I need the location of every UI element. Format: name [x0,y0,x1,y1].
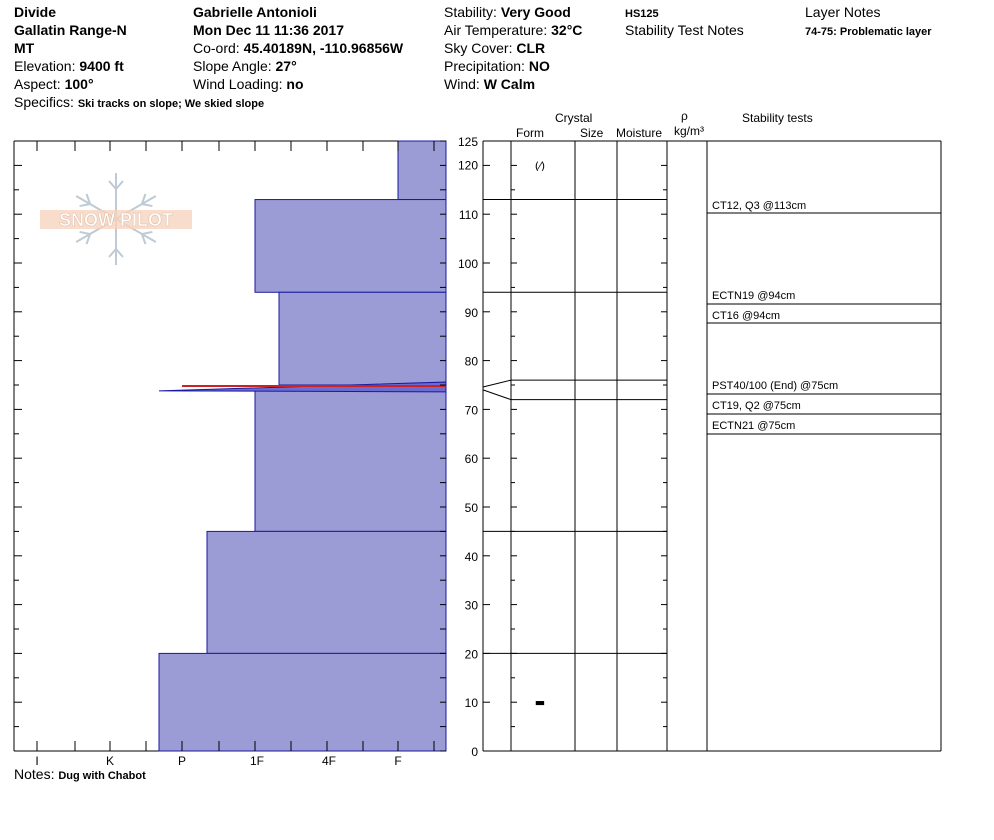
specifics: Specifics: Ski tracks on slope; We skied… [14,94,265,110]
observer-name: Gabrielle Antonioli [193,4,317,20]
depth-label: 50 [465,501,479,515]
stability-test-entry: CT12, Q3 @113cm [712,200,806,212]
depth-label: 90 [465,306,479,320]
observation-datetime: Mon Dec 11 11:36 2017 [193,22,344,38]
stability-test-entry: CT19, Q2 @75cm [712,400,801,412]
grain-form-symbol: (⁄) [535,159,545,172]
depth-label: 125 [458,135,478,149]
density-unit: kg/m³ [674,124,704,138]
notes: Notes: Dug with Chabot [14,766,146,782]
state-name: MT [14,40,35,56]
depth-label: 70 [465,403,479,417]
air-temperature: Air Temperature: 32°C [444,22,583,38]
depth-label: 10 [465,696,479,710]
hardness-bar [158,652,447,752]
hardness-label: F [394,754,401,768]
stability-rating: Stability: Very Good [444,4,571,20]
depth-label: 80 [465,355,479,369]
depth-label: 60 [465,452,479,466]
aspect: Aspect: 100° [14,76,94,92]
depth-label: 110 [459,208,478,222]
sky-cover: Sky Cover: CLR [444,40,546,56]
form-header: Form [516,126,544,140]
hardness-bar [278,291,447,386]
hardness-bar [206,530,447,654]
depth-label: 0 [471,745,478,759]
elevation: Elevation: 9400 ft [14,58,124,74]
moisture-header: Moisture [616,126,663,140]
grain-form-symbol: ▬ [535,696,545,709]
snowpilot-logo: SNOW PILOT [40,173,192,265]
layer-connector [482,389,512,401]
coordinates: Co-ord: 45.40189N, -110.96856W [193,40,404,56]
depth-label: 30 [465,599,479,613]
depth-label: 20 [465,647,479,661]
size-header: Size [580,126,604,140]
stability-test-entry: PST40/100 (End) @75cm [712,380,838,392]
hardness-label: 4F [322,754,336,768]
hardness-label: K [106,754,114,768]
wind-loading: Wind Loading: no [193,76,304,92]
range-name: Gallatin Range-N [14,22,127,38]
stability-test-entry: ECTN19 @94cm [712,290,795,302]
stability-test-notes-title: Stability Test Notes [625,22,744,38]
hardness-bar [254,199,447,293]
crystal-header: Crystal [555,111,593,125]
hardness-label: 1F [250,754,264,768]
logo-text: SNOW PILOT [59,210,173,230]
layer-connector [482,379,512,388]
hardness-bar [397,140,447,201]
wind: Wind: W Calm [444,76,536,92]
snow-height: HS125 [625,8,659,20]
stability-test-entry: CT16 @94cm [712,310,780,322]
depth-label: 100 [458,257,478,271]
hardness-label: I [35,754,38,768]
precipitation: Precipitation: NO [444,58,550,74]
hardness-label: P [178,754,186,768]
slope-angle: Slope Angle: 27° [193,58,297,74]
hardness-bar [254,389,447,532]
location-name: Divide [14,4,57,20]
depth-label: 40 [465,550,479,564]
layer-note: 74-75: Problematic layer [805,26,932,38]
density-symbol: ρ [681,109,688,123]
layer-notes-title: Layer Notes [805,4,881,20]
depth-label: 120 [458,158,478,172]
stability-tests-header: Stability tests [742,111,813,125]
stability-test-entry: ECTN21 @75cm [712,420,795,432]
